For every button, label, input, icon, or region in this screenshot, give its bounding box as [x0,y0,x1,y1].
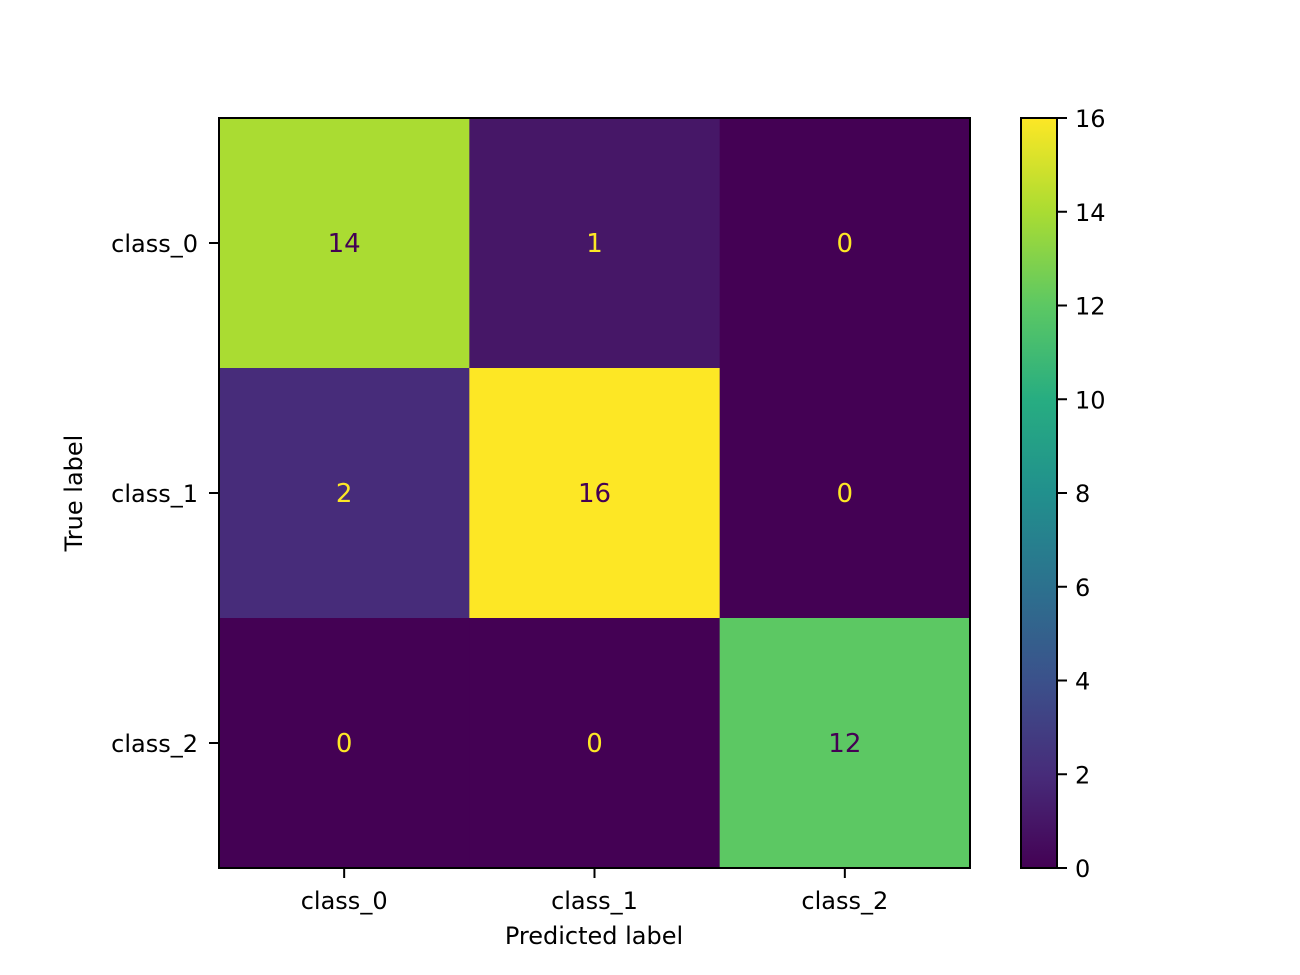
heatmap-cell [719,118,971,369]
cell-value-label: 0 [336,729,353,759]
y-tick-label: class_0 [111,230,198,258]
x-tick-label: class_0 [301,887,388,915]
cell-value-label: 1 [586,229,603,259]
x-tick-label: class_1 [551,887,638,915]
heatmap-cell [719,368,971,619]
cell-value-label: 0 [586,729,603,759]
colorbar-tick-label: 12 [1075,293,1106,321]
heatmap-cell [719,618,971,869]
heatmap-cell [469,368,721,619]
colorbar-ticks: 0 2 4 6 8 10 12 14 16 [1057,105,1106,883]
cell-value-label: 2 [336,479,353,509]
colorbar-tick-label: 8 [1075,480,1090,508]
colorbar-tick-label: 10 [1075,386,1106,414]
colorbar-tick-label: 0 [1075,855,1090,883]
colorbar-tick-label: 6 [1075,574,1090,602]
cell-value-labels: 14 1 0 2 16 0 0 0 12 [328,229,862,759]
cell-value-label: 14 [328,229,361,259]
heatmap-cell [219,368,470,619]
y-axis-label: True label [60,435,88,553]
cell-value-label: 0 [837,479,854,509]
colorbar-tick-label: 14 [1075,199,1106,227]
heatmap-cell [219,118,470,369]
colorbar [1020,117,1058,869]
heatmap-cell [469,118,721,369]
y-axis-ticks: class_0 class_1 class_2 [111,230,219,758]
x-axis-ticks: class_0 class_1 class_2 [301,868,888,915]
colorbar-tick-label: 2 [1075,761,1090,789]
cell-value-label: 16 [578,479,611,509]
heatmap-cells [219,118,971,869]
cell-value-label: 0 [837,229,854,259]
colorbar-tick-label: 4 [1075,668,1090,696]
y-tick-label: class_1 [111,480,198,508]
x-tick-label: class_2 [801,887,888,915]
heatmap-cell [219,618,470,869]
heatmap-cell [469,618,721,869]
y-tick-label: class_2 [111,730,198,758]
x-axis-label: Predicted label [505,922,683,950]
colorbar-tick-label: 16 [1075,105,1106,133]
cell-value-label: 12 [828,729,861,759]
